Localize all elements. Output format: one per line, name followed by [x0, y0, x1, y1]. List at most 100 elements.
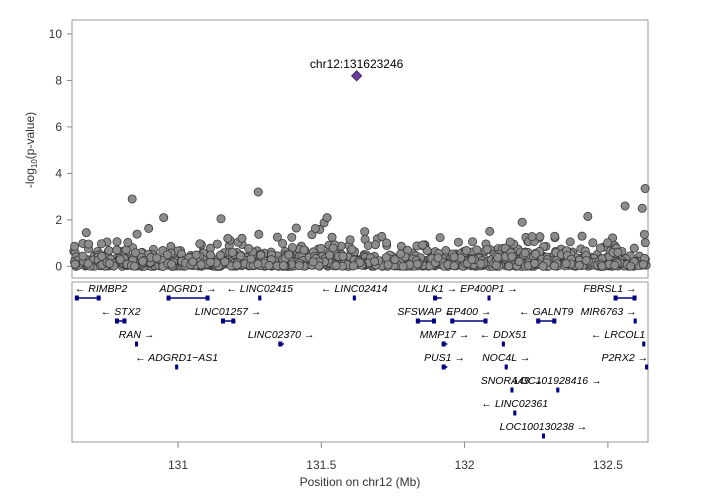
snp-point — [348, 261, 358, 271]
snp-point — [338, 251, 348, 261]
snp-point — [70, 241, 80, 251]
snp-point — [581, 255, 591, 265]
gene-label: LINC01257 → — [195, 306, 262, 318]
snp-point — [115, 255, 125, 265]
snp-point — [272, 232, 282, 242]
gene-label: PUS1 → — [424, 352, 465, 364]
association-points — [69, 184, 651, 271]
snp-point — [325, 250, 335, 260]
snp-point — [640, 184, 650, 194]
gene-label: ← RIMBP2 — [75, 283, 128, 295]
gene-exon — [415, 318, 420, 324]
snp-point — [472, 245, 482, 255]
snp-point — [159, 213, 169, 223]
snp-point — [232, 260, 242, 270]
gene-exon — [122, 318, 127, 324]
gene-label: MMP17 → — [420, 329, 470, 341]
snp-point — [138, 256, 148, 266]
gene-exon — [487, 295, 491, 301]
snp-point — [284, 250, 294, 260]
snp-point — [316, 243, 326, 253]
x-axis: 131 131.5 132 132.5 — [168, 442, 623, 472]
snp-point — [371, 240, 381, 250]
snp-point — [535, 232, 545, 242]
snp-point — [453, 237, 463, 247]
gene-exon — [552, 318, 557, 324]
gene-exon — [450, 318, 455, 324]
gene-exon — [258, 295, 262, 301]
gene-label: ← STX2 — [101, 306, 141, 318]
gene-label: SFSWAP → — [397, 306, 454, 318]
snp-point — [287, 242, 297, 252]
snp-point — [638, 260, 648, 270]
scatter-panel-frame — [71, 19, 649, 279]
snp-point — [449, 252, 459, 262]
snp-point — [583, 211, 593, 221]
snp-point — [167, 259, 177, 269]
snp-point — [626, 261, 636, 271]
lead-snp-label: chr12:131623246 — [310, 57, 404, 71]
gene-exon — [433, 295, 438, 301]
snp-point — [461, 246, 471, 256]
gene-exon — [135, 341, 139, 347]
snp-point — [435, 233, 445, 243]
snp-point — [112, 237, 122, 247]
snp-point — [244, 243, 254, 253]
snp-point — [131, 248, 141, 258]
gene-label: ← GALNT9 — [519, 306, 573, 318]
snp-point — [205, 257, 215, 267]
gene-exon — [541, 433, 545, 439]
snp-point — [577, 231, 587, 241]
gene-label: ← LINC02414 — [321, 283, 388, 295]
snp-point — [390, 255, 400, 265]
snp-point — [104, 258, 114, 268]
snp-point — [517, 217, 527, 227]
snp-point — [246, 254, 256, 264]
y-tick-label: 0 — [55, 259, 62, 273]
y-tick-label: 10 — [49, 27, 63, 41]
gene-exon — [536, 318, 541, 324]
snp-point — [620, 201, 630, 211]
snp-point — [112, 245, 122, 255]
gene-exon — [632, 295, 637, 301]
gene-exon — [513, 410, 517, 416]
gene-label: ← LINC02415 — [226, 283, 293, 295]
snp-point — [640, 238, 650, 248]
lead-snp: chr12:131623246 — [310, 57, 404, 82]
x-tick-label: 132 — [455, 458, 475, 472]
gene-label: ← LRCOL1 — [591, 329, 645, 341]
snp-point — [308, 257, 318, 267]
gene-exon — [510, 387, 514, 393]
snp-point — [299, 245, 309, 255]
x-tick-label: 132.5 — [593, 458, 623, 472]
gene-exon — [431, 318, 436, 324]
snp-point — [278, 260, 288, 270]
snp-point — [220, 257, 230, 267]
snp-point — [412, 259, 422, 269]
snp-point — [322, 213, 332, 223]
snp-point — [130, 261, 140, 271]
gene-exon — [221, 318, 226, 324]
snp-point — [603, 238, 613, 248]
snp-point — [595, 243, 605, 253]
gene-exon — [441, 364, 446, 370]
snp-point — [327, 232, 337, 242]
y-tick-label: 8 — [55, 73, 62, 87]
snp-point — [253, 259, 263, 269]
snp-point — [550, 231, 560, 241]
snp-point — [507, 252, 517, 262]
snp-point — [132, 229, 142, 239]
snp-point — [152, 253, 162, 263]
snp-point — [476, 259, 486, 269]
snp-point — [530, 258, 540, 268]
snp-point — [264, 260, 274, 270]
gene-exon — [114, 318, 119, 324]
gene-label: ← ADGRD1−AS1 — [135, 352, 218, 364]
snp-point — [504, 261, 514, 271]
snp-point — [216, 214, 226, 224]
snp-point — [561, 258, 571, 268]
x-tick-label: 131 — [168, 458, 188, 472]
snp-point — [162, 250, 172, 260]
y-tick-label: 4 — [55, 166, 62, 180]
